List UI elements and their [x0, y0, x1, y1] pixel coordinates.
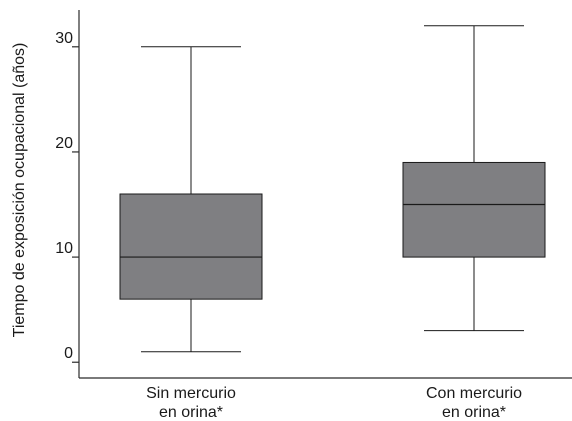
category-labels: Sin mercurio en orina* Con mercurio en orin… — [146, 385, 522, 421]
y-tick-label: 20 — [55, 135, 73, 152]
category-label: Con mercurio en orina* — [426, 385, 522, 421]
category-label-line: Con mercurio — [426, 385, 522, 402]
box-item — [119, 46, 263, 353]
box-item — [402, 25, 546, 332]
category-label-line: en orina* — [442, 404, 506, 421]
category-label-line: en orina* — [159, 404, 223, 421]
y-axis-title: Tiempo de exposición ocupacional (años) — [11, 43, 28, 338]
y-tick-label: 30 — [55, 30, 73, 47]
category-label: Sin mercurio en orina* — [146, 385, 236, 421]
iqr-box — [119, 193, 263, 300]
iqr-box — [402, 161, 546, 258]
y-axis-title-group: Tiempo de exposición ocupacional (años) — [11, 43, 28, 338]
boxes-group — [119, 25, 546, 353]
y-tick-label: 10 — [55, 240, 73, 257]
y-axis: 0 10 20 30 — [55, 10, 80, 378]
y-tick-label: 0 — [64, 345, 73, 362]
category-label-line: Sin mercurio — [146, 385, 236, 402]
